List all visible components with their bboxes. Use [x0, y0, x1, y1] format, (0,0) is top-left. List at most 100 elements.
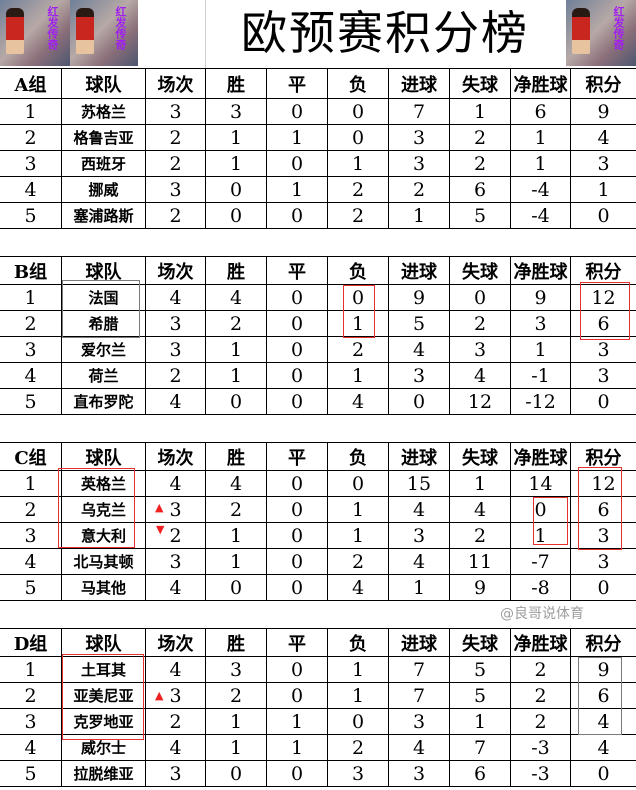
cell-points: 3	[570, 363, 636, 388]
page-title: 欧预赛积分榜	[241, 6, 529, 60]
table-row: 4 北马其顿 3 1 0 2 4 11 -7 3	[0, 548, 636, 574]
highlight-box-lost	[343, 285, 375, 338]
arrow-up-icon: ▲	[155, 501, 164, 514]
highlight-box-teams	[58, 468, 135, 548]
cell-won: 0	[205, 203, 266, 228]
cell-goal-difference: 6	[510, 99, 570, 124]
rank: 1	[24, 658, 37, 681]
column-header-lost: 负	[327, 257, 388, 284]
highlight-box-goal-difference	[533, 497, 568, 545]
cell-team: 英格兰	[61, 471, 145, 496]
cell-goals-for: 7	[388, 683, 449, 708]
cell-goal-difference: 2	[510, 683, 570, 708]
header-image-right: 红发传奇	[566, 0, 636, 66]
cell-points: 12	[570, 285, 636, 310]
column-header-goals-against: 失球	[449, 257, 510, 284]
cell-points: 4	[570, 709, 636, 734]
cell-goals-against: 2	[449, 311, 510, 336]
column-header-team: 球队	[61, 443, 145, 470]
cell-played: 4	[145, 389, 205, 414]
cell-goals-against: 7	[449, 735, 510, 760]
cell-goal-difference: 1	[510, 125, 570, 150]
rank: 4	[24, 364, 37, 387]
cell-team: 塞浦路斯	[61, 203, 145, 228]
rank: 5	[24, 390, 37, 413]
column-header-goals-for: 进球	[388, 443, 449, 470]
column-header-played: 场次	[145, 69, 205, 98]
highlight-box-teams	[62, 654, 144, 740]
cell-goal-difference: 2	[510, 709, 570, 734]
cell-goal-difference: -7	[510, 549, 570, 574]
cell-points: 3	[570, 337, 636, 362]
column-header-drawn: 平	[266, 443, 327, 470]
cell-goal-difference: 9	[510, 285, 570, 310]
column-header-points: 积分	[570, 257, 636, 284]
cell-played: 2	[145, 523, 205, 548]
cell-played: 4	[145, 735, 205, 760]
cell-points: 0	[570, 203, 636, 228]
rank: 2	[24, 312, 37, 335]
cell-drawn: 1	[266, 125, 327, 150]
cell-lost: 0	[327, 471, 388, 496]
cell-played: 3	[145, 311, 205, 336]
cell-goals-against: 1	[449, 471, 510, 496]
cell-team: 土耳其	[61, 657, 145, 682]
highlight-box-teams	[62, 280, 140, 338]
rank: 3	[24, 338, 37, 361]
cell-team: 马其他	[61, 575, 145, 600]
highlight-box-points	[578, 657, 622, 735]
column-header-team: 球队	[61, 69, 145, 98]
cell-points: 3	[570, 549, 636, 574]
rank: 5	[24, 576, 37, 599]
table-row: 1 英格兰 4 4 0 0 15 1 14 12	[0, 470, 636, 496]
cell-won: 2	[205, 311, 266, 336]
watermark: @良哥说体育	[500, 606, 584, 622]
cell-played: 4	[145, 285, 205, 310]
cell-lost: 2	[327, 549, 388, 574]
cell-goals-for: 1	[388, 203, 449, 228]
arrow-up-icon: ▲	[155, 689, 164, 702]
column-header-goals-for: 进球	[388, 629, 449, 656]
cell-drawn: 0	[266, 761, 327, 786]
cell-goals-for: 0	[388, 389, 449, 414]
cell-won: 3	[205, 99, 266, 124]
cell-goal-difference: 1	[510, 337, 570, 362]
cell-points: 0	[570, 389, 636, 414]
cell-won: 2	[205, 683, 266, 708]
spacer-row	[0, 600, 636, 628]
table-row: 2 乌克兰 3 2 0 1 4 4 0 6	[0, 496, 636, 522]
rank: 3	[24, 152, 37, 175]
cell-team: 北马其顿	[61, 549, 145, 574]
table-row: 3 爱尔兰 3 1 0 2 4 3 1 3	[0, 336, 636, 362]
cell-won: 3	[205, 657, 266, 682]
cell-goals-for: 7	[388, 99, 449, 124]
column-header-played: 场次	[145, 629, 205, 656]
cell-drawn: 1	[266, 177, 327, 202]
table-row: 1 土耳其 4 3 0 1 7 5 2 9	[0, 656, 636, 682]
cell-goals-for: 4	[388, 337, 449, 362]
cell-lost: 4	[327, 575, 388, 600]
spacer-row	[0, 414, 636, 442]
cell-played: 2	[145, 709, 205, 734]
cell-team: 威尔士	[61, 735, 145, 760]
column-header-played: 场次	[145, 257, 205, 284]
cell-drawn: 0	[266, 363, 327, 388]
cell-points: 3	[570, 523, 636, 548]
column-header-goal-difference: 净胜球	[510, 443, 570, 470]
cell-goals-against: 1	[449, 99, 510, 124]
rank: 2	[24, 498, 37, 521]
cell-won: 0	[205, 389, 266, 414]
cell-played: 3	[145, 761, 205, 786]
header-image-left-1: 红发传奇	[0, 0, 70, 66]
column-header-goal-difference: 净胜球	[510, 257, 570, 284]
cell-won: 0	[205, 575, 266, 600]
cell-lost: 2	[327, 177, 388, 202]
cell-won: 1	[205, 151, 266, 176]
cell-won: 1	[205, 709, 266, 734]
cell-goal-difference: -3	[510, 735, 570, 760]
cell-points: 3	[570, 151, 636, 176]
cell-played: 2	[145, 203, 205, 228]
column-header-goals-against: 失球	[449, 443, 510, 470]
cell-team: 法国	[61, 285, 145, 310]
cell-team: 希腊	[61, 311, 145, 336]
